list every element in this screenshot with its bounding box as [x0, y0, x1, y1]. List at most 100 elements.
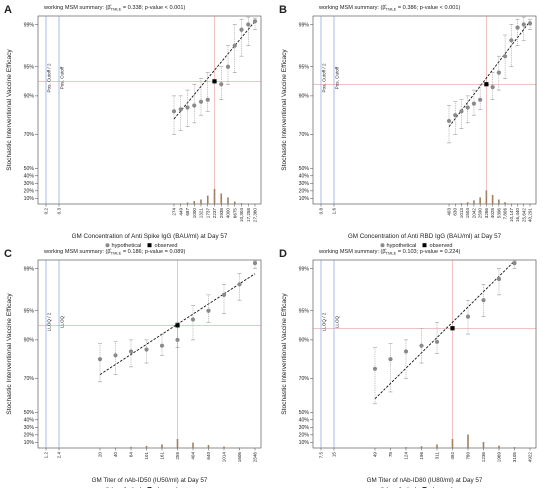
cutoff-label: LLOQ: [335, 315, 340, 328]
x-tick-label: 49: [373, 452, 378, 458]
hypothetical-point: [171, 109, 177, 114]
histogram-bar: [451, 439, 454, 448]
x-tick-label: 2938: [219, 208, 224, 219]
histogram-bar: [513, 447, 516, 448]
y-tick-label: 90%: [299, 338, 310, 344]
hypothetical-point: [512, 261, 517, 266]
plot-area: [312, 15, 537, 205]
histogram-bar: [207, 445, 210, 448]
y-tick-label: 50%: [24, 166, 35, 172]
y-tick-label: 50%: [24, 410, 35, 416]
y-tick-label: 95%: [299, 65, 310, 71]
x-tick-label: 78: [388, 452, 393, 458]
hypothetical-point: [239, 27, 244, 32]
hypothetical-point: [434, 339, 440, 344]
hypothetical-point: [403, 349, 409, 354]
x-tick-label: 4028: [490, 208, 495, 219]
hypothetical-point: [113, 353, 118, 358]
y-tick-label: 30%: [299, 425, 310, 431]
plot-area: [37, 15, 262, 205]
hypothetical-point: [221, 292, 227, 297]
hypothetical-point: [496, 70, 501, 75]
histogram-bar: [467, 434, 469, 448]
y-tick-label: 95%: [24, 309, 35, 315]
panel-letter: A: [4, 4, 12, 16]
hypothetical-point: [419, 343, 424, 348]
x-tick-label: 2042: [471, 208, 476, 219]
histogram-bar: [186, 202, 189, 204]
hypothetical-point: [198, 99, 204, 104]
hypothetical-point: [175, 337, 180, 342]
y-tick-label: 40%: [24, 174, 35, 180]
x-tick-label: 20: [98, 452, 103, 458]
histogram-bar: [436, 444, 438, 448]
observed-point: [484, 82, 489, 87]
x-tick-label: 10,147: [509, 208, 514, 222]
hypothetical-point: [219, 82, 224, 87]
histogram-bar: [176, 439, 179, 448]
cutoff-label: LLOQ / 2: [47, 312, 52, 331]
x-tick-label: 1236: [481, 452, 486, 463]
histogram-bar: [227, 197, 229, 204]
x-tick-label: 1737: [205, 208, 210, 219]
hypothetical-point: [490, 85, 495, 90]
x-tick-label: 1606: [237, 452, 242, 463]
plot-area: [37, 259, 262, 449]
x-tick-label: 274: [172, 208, 177, 216]
cutoff-label: LLOQ / 2: [322, 312, 327, 331]
observed-point: [212, 79, 217, 84]
histogram-bar: [223, 446, 225, 448]
x-tick-label: 1.6: [332, 208, 337, 215]
y-axis-label: Stochastic Interventional Vaccine Effica…: [6, 49, 13, 171]
x-tick-label: 1969: [497, 452, 502, 463]
x-tick-label: 101: [144, 452, 149, 460]
y-tick-label: 30%: [24, 425, 35, 431]
observed-point: [450, 326, 455, 331]
x-axis-label: GM Concentration of Anti RBD IgG (BAU/ml…: [348, 233, 502, 240]
legend-hypothetical-marker: [105, 243, 110, 248]
y-tick-label: 10%: [299, 196, 310, 202]
y-tick-label: 70%: [24, 376, 35, 382]
x-tick-label: 0.8: [319, 208, 324, 215]
histogram-bar: [200, 199, 202, 204]
x-tick-label: 10,304: [239, 208, 244, 222]
y-tick-label: 30%: [299, 181, 310, 187]
y-tick-label: 99%: [24, 22, 35, 28]
panel-letter: D: [279, 248, 287, 260]
x-tick-label: 687: [185, 208, 190, 216]
x-tick-label: 404: [191, 452, 196, 460]
hypothetical-point: [453, 113, 458, 118]
x-tick-label: 124: [404, 452, 409, 460]
hypothetical-point: [97, 357, 103, 362]
x-tick-label: 40,291: [528, 208, 533, 222]
x-tick-label: 27,360: [253, 208, 258, 222]
legend-hypothetical-marker: [380, 243, 385, 248]
msm-summary: working MSM summary: (β̂TMLE = 0.338; p-…: [43, 5, 185, 12]
histogram-bar: [498, 199, 500, 204]
cutoff-label: Pos. Cutoff / 2: [47, 63, 52, 92]
x-tick-label: 780: [466, 452, 471, 460]
hypothetical-point: [205, 97, 210, 102]
legend-hypothetical-label: hypothetical: [112, 243, 142, 249]
x-tick-label: 15: [332, 452, 337, 458]
hypothetical-point: [128, 349, 134, 354]
y-tick-label: 95%: [299, 309, 310, 315]
histogram-bar: [466, 202, 469, 204]
hypothetical-point: [502, 54, 508, 59]
y-tick-label: 99%: [299, 22, 310, 28]
x-tick-label: 1321: [199, 208, 204, 219]
histogram-bar: [238, 447, 241, 448]
msm-fit-line: [374, 260, 515, 400]
hypothetical-point: [206, 308, 211, 313]
hypothetical-point: [246, 22, 251, 27]
y-tick-label: 30%: [24, 181, 35, 187]
histogram-bar: [498, 445, 500, 448]
histogram-bar: [233, 201, 236, 204]
x-tick-label: 5396: [496, 208, 501, 219]
y-tick-label: 10%: [299, 440, 310, 446]
x-tick-label: 17,258: [246, 208, 251, 222]
x-tick-label: 311: [435, 452, 440, 460]
